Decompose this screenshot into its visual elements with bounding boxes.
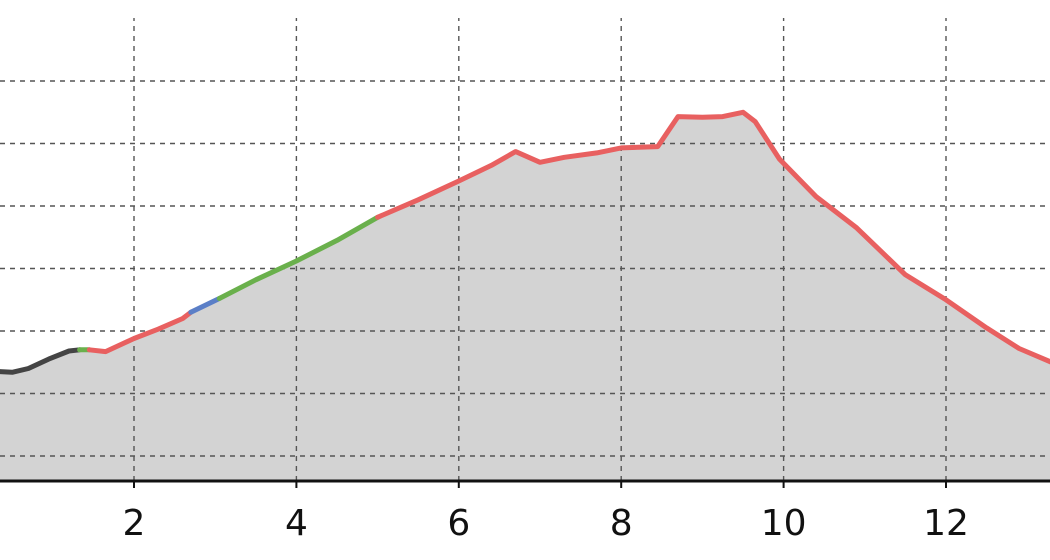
x-tick-layer: 2 4 6 8 10 12 (123, 481, 969, 544)
series-line-layer (0, 109, 1050, 375)
x-tick-label: 12 (923, 503, 969, 544)
x-tick-label: 4 (285, 503, 308, 544)
x-tick-label: 10 (761, 503, 807, 544)
elevation-area-fill (0, 112, 1050, 481)
x-tick-label: 2 (123, 503, 146, 544)
grid-layer (0, 18, 1050, 481)
series-segment (86, 309, 194, 355)
area-fill-layer (0, 112, 1050, 481)
x-tick-label: 8 (610, 503, 633, 544)
x-tick-label: 6 (447, 503, 470, 544)
series-segment (188, 296, 222, 315)
series-segment (375, 109, 1050, 365)
series-segment (0, 347, 83, 375)
series-segment (216, 214, 381, 301)
